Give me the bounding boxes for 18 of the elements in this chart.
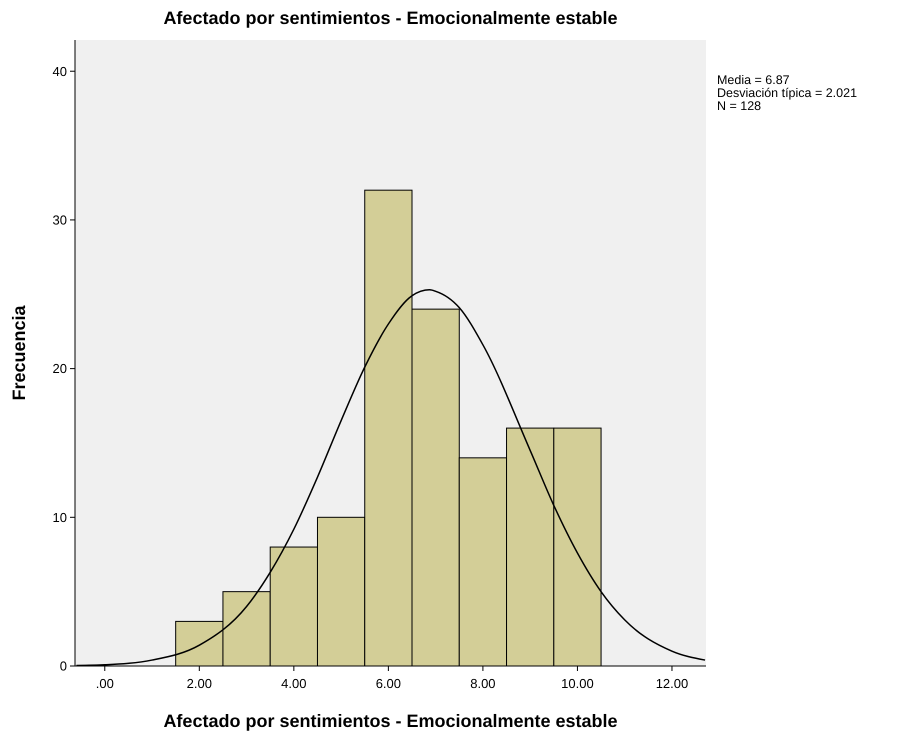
y-tick-label: 30 — [52, 212, 67, 228]
x-tick-label: 10.00 — [561, 676, 594, 691]
y-axis-title: Frecuencia — [9, 304, 29, 401]
y-tick-label: 20 — [52, 361, 67, 376]
y-tick-label: 0 — [60, 658, 67, 674]
x-axis-title: Afectado por sentimientos - Emocionalmente estable — [163, 711, 618, 731]
x-tick-label: 6.00 — [376, 676, 402, 691]
text: Desviación típica = 2.021 — [717, 86, 858, 100]
chart-title: Afectado por sentimientos - Emocionalmente estable — [163, 8, 618, 28]
y-tick-label: 40 — [52, 64, 67, 79]
text: N = 128 — [717, 99, 762, 113]
text: Media = 6.87 — [717, 73, 790, 87]
y-tick-label: 10 — [52, 510, 67, 525]
x-tick-label: 8.00 — [470, 676, 496, 691]
x-tick-label: .00 — [96, 676, 114, 691]
x-tick-label: 12.00 — [656, 676, 688, 691]
x-tick-label: 4.00 — [281, 676, 306, 691]
x-tick-label: 2.00 — [186, 676, 212, 691]
